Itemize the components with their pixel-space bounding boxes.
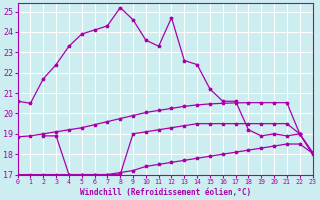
X-axis label: Windchill (Refroidissement éolien,°C): Windchill (Refroidissement éolien,°C) <box>80 188 251 197</box>
